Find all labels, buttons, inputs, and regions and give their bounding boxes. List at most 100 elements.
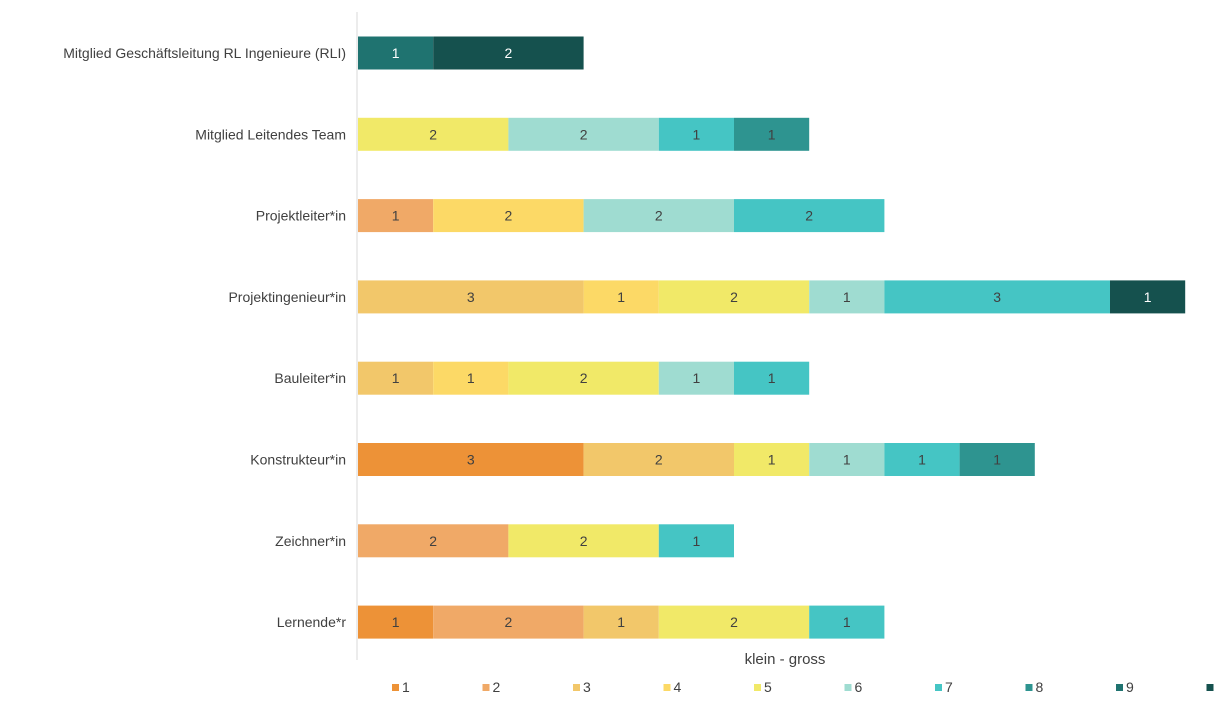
data-label: 1 <box>617 289 625 305</box>
bar-segment <box>583 443 734 476</box>
category-label: Projektleiter*in <box>256 208 346 224</box>
bar-segment <box>358 117 509 151</box>
data-label: 1 <box>693 533 701 549</box>
data-label: 1 <box>918 452 926 468</box>
data-label: 2 <box>580 533 588 549</box>
bars-group <box>358 36 1186 639</box>
bar-segment <box>358 361 434 395</box>
data-label: 1 <box>1144 289 1152 305</box>
category-label: Zeichner*in <box>275 533 346 549</box>
bar-segment <box>358 524 509 558</box>
bar-segment <box>433 605 584 639</box>
legend-swatch <box>935 684 942 691</box>
bar-segment <box>358 199 434 233</box>
legend-swatch <box>482 684 490 691</box>
legend-swatch <box>1025 684 1033 691</box>
bar-segment <box>583 605 659 639</box>
data-label: 2 <box>805 208 813 224</box>
bar-segment <box>658 524 734 558</box>
data-label: 2 <box>429 126 437 142</box>
data-label: 1 <box>467 370 475 386</box>
bar-segment <box>583 199 734 233</box>
legend-swatch <box>1206 684 1214 691</box>
data-label: 2 <box>505 208 513 224</box>
legend-swatch <box>754 684 761 691</box>
legend-label: 2 <box>493 679 501 695</box>
legend-label: 7 <box>945 679 953 695</box>
bar-segment <box>433 361 509 395</box>
data-label: 1 <box>693 126 701 142</box>
segment-labels-group: 1 2 2 2 1 1 1 2 2 2 3 1 2 1 3 1 1 1 2 1 1 3 2 1 1 1 1 2 2 1 1 2 1 2 1 <box>392 45 1152 630</box>
legend-swatch <box>573 684 580 691</box>
data-label: 1 <box>843 289 851 305</box>
bar-segment <box>809 443 885 476</box>
data-label: 2 <box>580 126 588 142</box>
data-label: 2 <box>429 533 437 549</box>
category-label: Bauleiter*in <box>274 370 346 386</box>
bar-segment <box>358 605 434 639</box>
category-label: Lernende*r <box>277 614 347 630</box>
bar-segment <box>959 443 1035 476</box>
category-label: Mitglied Leitendes Team <box>195 126 346 142</box>
data-label: 3 <box>467 452 475 468</box>
bar-segment <box>734 199 885 233</box>
bar-segment <box>734 361 810 395</box>
data-label: 1 <box>768 452 776 468</box>
legend-swatch <box>663 684 671 691</box>
data-label: 1 <box>993 452 1001 468</box>
bar-segment <box>809 280 885 314</box>
bar-segment <box>508 524 659 558</box>
legend-label: 9 <box>1126 679 1134 695</box>
data-label: 1 <box>392 370 400 386</box>
bar-segment <box>884 280 1110 314</box>
bar-segment <box>358 280 584 314</box>
bar-segment <box>658 117 734 151</box>
bar-segment <box>508 117 659 151</box>
category-labels-group: Mitglied Geschäftsleitung RL Ingenieure … <box>63 45 346 630</box>
data-label: 3 <box>993 289 1001 305</box>
data-label: 1 <box>843 614 851 630</box>
data-label: 2 <box>580 370 588 386</box>
bar-segment <box>358 443 584 476</box>
bar-segment <box>658 605 810 639</box>
legend-swatch <box>1116 684 1123 691</box>
bar-segment <box>1110 280 1186 314</box>
x-axis-title: klein - gross <box>745 651 826 668</box>
bar-segment <box>358 36 434 70</box>
bar-segment <box>433 36 584 70</box>
data-label: 2 <box>730 614 738 630</box>
data-label: 1 <box>392 45 400 61</box>
bar-segment <box>734 117 810 151</box>
data-label: 2 <box>730 289 738 305</box>
legend-label: 6 <box>855 679 863 695</box>
bar-segment <box>433 199 584 233</box>
category-label: Projektingenieur*in <box>228 289 346 305</box>
data-label: 1 <box>768 370 776 386</box>
data-label: 1 <box>392 614 400 630</box>
bar-segment <box>734 443 810 476</box>
bar-segment <box>884 443 960 476</box>
legend-label: 1 <box>402 679 410 695</box>
legend-label: 8 <box>1036 679 1044 695</box>
data-label: 2 <box>505 45 513 61</box>
data-label: 1 <box>768 126 776 142</box>
data-label: 2 <box>505 614 513 630</box>
data-label: 2 <box>655 208 663 224</box>
bar-segment <box>583 280 659 314</box>
category-label: Mitglied Geschäftsleitung RL Ingenieure … <box>63 45 346 61</box>
legend-label: 5 <box>764 679 772 695</box>
data-label: 1 <box>617 614 625 630</box>
bar-segment <box>508 361 659 395</box>
legend-swatch <box>392 684 399 691</box>
legend-label: 3 <box>583 679 591 695</box>
data-label: 2 <box>655 452 663 468</box>
data-label: 1 <box>392 208 400 224</box>
bar-segment <box>658 361 734 395</box>
data-label: 1 <box>693 370 701 386</box>
legend-label: 4 <box>674 679 682 695</box>
category-label: Konstrukteur*in <box>250 452 346 468</box>
legend: 12345678910 <box>392 679 1214 695</box>
data-label: 1 <box>843 452 851 468</box>
data-label: 3 <box>467 289 475 305</box>
